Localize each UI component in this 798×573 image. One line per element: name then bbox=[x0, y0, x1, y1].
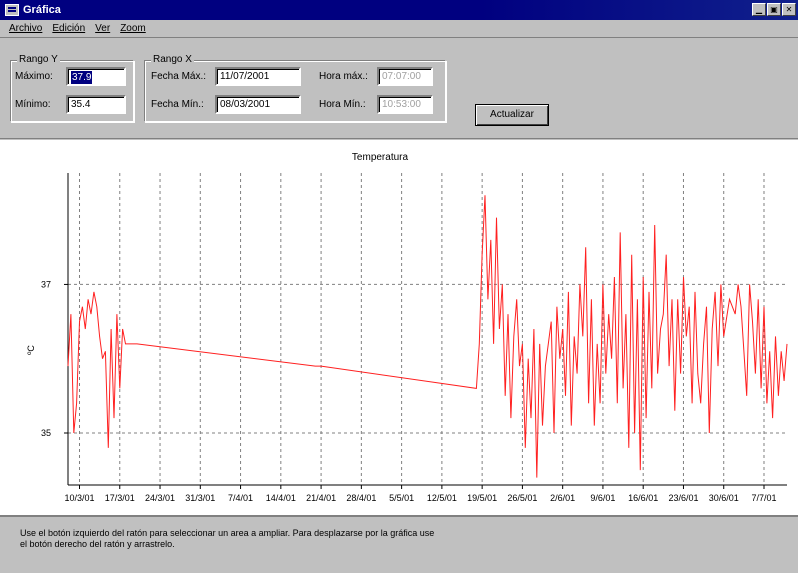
x-tick-label: 7/4/01 bbox=[228, 493, 253, 503]
window-controls: ▁ ▣ ✕ bbox=[752, 3, 796, 16]
y-tick-label: 37 bbox=[41, 279, 51, 289]
x-tick-label: 9/6/01 bbox=[590, 493, 615, 503]
x-tick-label: 26/5/01 bbox=[507, 493, 537, 503]
range-panel: Rango Y Máximo: 37.9 Mínimo: Rango X Fec… bbox=[0, 38, 798, 139]
temperature-chart[interactable]: 10/3/01 17/3/01 24/3/01 31/3/01 7/4/01 14/4/0… bbox=[0, 140, 798, 515]
x-tick-label: 10/3/01 bbox=[64, 493, 94, 503]
chart-area[interactable]: 10/3/01 17/3/01 24/3/01 31/3/01 7/4/01 14/4/0… bbox=[0, 140, 798, 515]
rango-x-label: Rango X bbox=[151, 54, 194, 65]
hora-max-input[interactable] bbox=[377, 67, 433, 86]
x-ticks: 10/3/01 17/3/01 24/3/01 31/3/01 7/4/01 14/4/0… bbox=[64, 485, 777, 503]
x-tick-label: 19/5/01 bbox=[467, 493, 497, 503]
status-text-2: el botón derecho del ratón y arrastrelo. bbox=[20, 539, 175, 549]
status-bar: Use el botón izquierdo del ratón para se… bbox=[0, 515, 798, 573]
menu-zoom[interactable]: Zoom bbox=[120, 23, 146, 34]
menu-archivo[interactable]: Archivo bbox=[9, 23, 43, 34]
close-icon[interactable]: ✕ bbox=[782, 3, 796, 16]
x-tick-label: 12/5/01 bbox=[427, 493, 457, 503]
fecha-min-input[interactable] bbox=[215, 95, 301, 114]
maximo-label: Máximo: bbox=[15, 71, 53, 82]
gridlines bbox=[68, 173, 787, 485]
rango-y-label: Rango Y bbox=[17, 54, 60, 65]
rango-x-group: Rango X Fecha Máx.: Fecha Mín.: Hora máx… bbox=[144, 54, 446, 122]
x-tick-label: 28/4/01 bbox=[346, 493, 376, 503]
title-bar[interactable]: Gráfica ▁ ▣ ✕ bbox=[0, 0, 798, 20]
y-tick-label: 35 bbox=[41, 428, 51, 438]
chart-title: Temperatura bbox=[352, 152, 409, 163]
rango-y-group: Rango Y Máximo: 37.9 Mínimo: bbox=[10, 54, 134, 122]
minimo-label: Mínimo: bbox=[15, 99, 51, 110]
fecha-max-input[interactable] bbox=[215, 67, 301, 86]
maximize-icon[interactable]: ▣ bbox=[767, 3, 781, 16]
x-tick-label: 31/3/01 bbox=[185, 493, 215, 503]
menu-ver[interactable]: Ver bbox=[95, 23, 111, 34]
status-text: Use el botón izquierdo del ratón para se… bbox=[20, 528, 435, 538]
y-axis-label: ºC bbox=[26, 345, 36, 355]
minimo-input[interactable] bbox=[66, 95, 126, 114]
x-tick-label: 16/6/01 bbox=[628, 493, 658, 503]
hora-min-label: Hora Mín.: bbox=[319, 99, 366, 110]
x-tick-label: 24/3/01 bbox=[145, 493, 175, 503]
maximo-value: 37.9 bbox=[71, 71, 93, 84]
x-tick-label: 14/4/01 bbox=[266, 493, 296, 503]
fecha-max-label: Fecha Máx.: bbox=[151, 71, 207, 82]
maximo-input[interactable]: 37.9 bbox=[66, 67, 126, 86]
app-window-icon[interactable] bbox=[5, 4, 19, 16]
x-tick-label: 2/6/01 bbox=[550, 493, 575, 503]
menu-bar: Archivo Edición Ver Zoom bbox=[0, 20, 798, 38]
hora-min-input[interactable] bbox=[377, 95, 433, 114]
x-tick-label: 23/6/01 bbox=[668, 493, 698, 503]
fecha-min-label: Fecha Mín.: bbox=[151, 99, 204, 110]
hora-max-label: Hora máx.: bbox=[319, 71, 368, 82]
x-tick-label: 7/7/01 bbox=[751, 493, 776, 503]
y-ticks: 35 37 bbox=[41, 279, 68, 438]
series-line bbox=[67, 195, 788, 478]
x-tick-label: 21/4/01 bbox=[306, 493, 336, 503]
menu-edicion[interactable]: Edición bbox=[52, 23, 86, 34]
x-tick-label: 30/6/01 bbox=[709, 493, 739, 503]
x-tick-label: 17/3/01 bbox=[105, 493, 135, 503]
window-title: Gráfica bbox=[23, 4, 61, 16]
series-temperatura bbox=[67, 195, 788, 478]
x-tick-label: 5/5/01 bbox=[389, 493, 414, 503]
minimize-icon[interactable]: ▁ bbox=[752, 3, 766, 16]
actualizar-button[interactable]: Actualizar bbox=[475, 104, 549, 126]
